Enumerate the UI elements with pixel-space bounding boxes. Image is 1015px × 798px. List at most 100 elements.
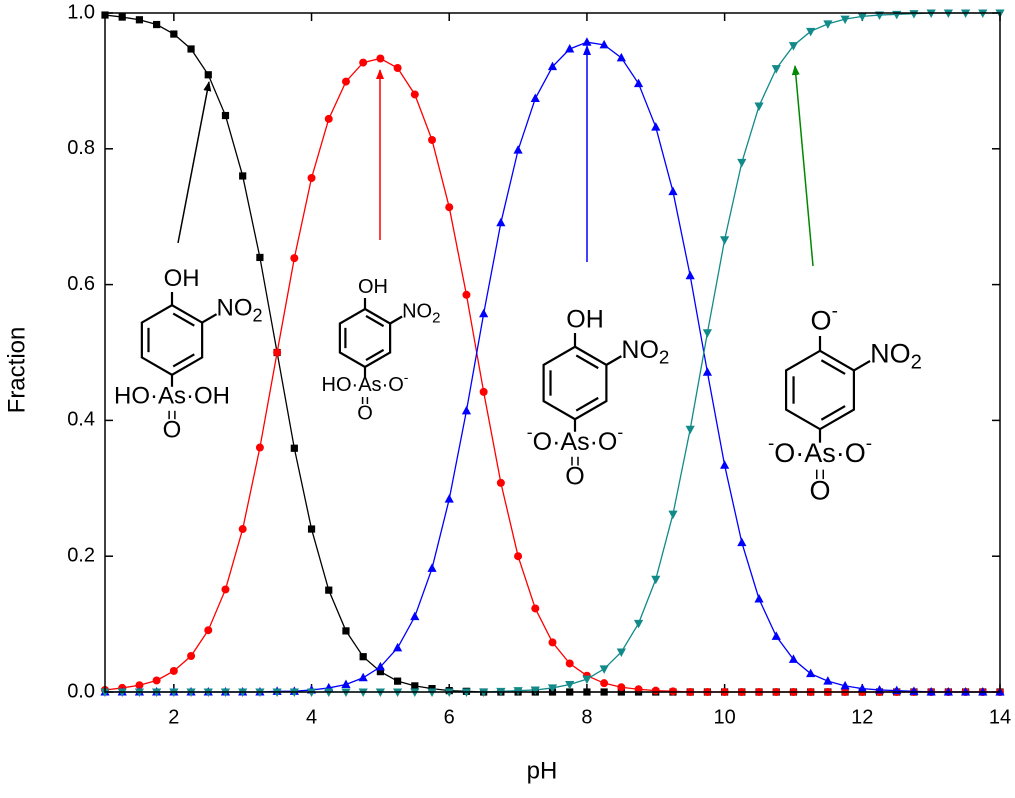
label: ·O: [382, 374, 404, 396]
marker: [547, 61, 558, 71]
double-bond: [365, 348, 385, 361]
marker: [221, 585, 230, 594]
x-tick-label: 10: [713, 706, 735, 728]
label: ·O: [590, 428, 618, 456]
marker: [513, 145, 523, 154]
marker: [600, 679, 609, 688]
label: NO2: [870, 339, 922, 374]
marker: [152, 676, 161, 685]
label: -: [617, 422, 623, 442]
label: ·O: [836, 438, 866, 468]
marker: [857, 683, 867, 693]
double-bond: [172, 353, 195, 368]
marker: [737, 158, 747, 168]
marker: [342, 627, 350, 635]
label: 2: [432, 309, 440, 326]
marker: [771, 631, 781, 640]
label: As: [804, 438, 836, 468]
marker: [771, 65, 781, 74]
x-tick-label: 14: [989, 706, 1011, 728]
label: ·OH: [186, 383, 230, 410]
double-bond: [172, 312, 195, 327]
marker: [616, 52, 626, 62]
marker: [840, 680, 850, 690]
arrow: [177, 81, 212, 244]
marker: [668, 186, 678, 196]
structure: O-NO2-O·As·O-O: [768, 301, 922, 506]
label: As: [358, 374, 381, 396]
double-bond: [820, 405, 846, 421]
marker: [496, 217, 506, 227]
marker: [823, 20, 833, 29]
marker: [599, 39, 609, 49]
double-bond: [820, 359, 846, 375]
marker: [375, 661, 385, 671]
label: -: [527, 422, 533, 442]
marker: [668, 510, 678, 520]
plot-frame: [104, 12, 1001, 693]
marker: [411, 682, 419, 690]
label: NO: [217, 295, 253, 322]
marker: [823, 676, 833, 685]
label: -: [768, 433, 774, 454]
ring: [784, 349, 856, 431]
marker: [359, 653, 367, 661]
label: OH: [358, 276, 388, 298]
y-tick-label: 0.8: [67, 137, 95, 159]
label: OH: [566, 305, 604, 333]
series-line: [104, 14, 1000, 693]
y-tick-label: 0.6: [67, 273, 95, 295]
marker: [582, 675, 592, 685]
x-tick-label: 4: [306, 706, 317, 728]
label: HO·As·OH: [114, 383, 230, 410]
label: O: [809, 476, 830, 506]
label: NO2: [621, 336, 669, 368]
ring: [338, 307, 392, 369]
marker: [341, 679, 351, 689]
x-axis-label: pH: [527, 757, 558, 784]
marker: [599, 665, 609, 674]
marker: [840, 15, 850, 25]
marker: [358, 672, 368, 682]
marker: [530, 686, 540, 695]
marker: [187, 652, 196, 661]
marker: [359, 58, 368, 67]
label: -: [866, 433, 872, 454]
label: O: [811, 306, 832, 336]
label: HO·: [322, 374, 359, 396]
label: NO2: [217, 295, 263, 326]
marker: [616, 648, 626, 657]
marker: [427, 563, 437, 572]
marker: [135, 681, 144, 690]
marker: [153, 20, 161, 29]
marker: [410, 90, 419, 99]
marker: [341, 77, 350, 86]
label: OH: [566, 305, 604, 333]
bond: [389, 315, 403, 325]
label: NO2: [402, 301, 440, 327]
label: OH: [164, 265, 200, 292]
marker: [496, 478, 505, 487]
label: O·: [774, 438, 804, 468]
marker: [565, 681, 575, 690]
marker: [393, 63, 402, 72]
label: 2: [253, 305, 263, 325]
marker: [290, 254, 299, 263]
marker: [788, 42, 799, 51]
marker: [290, 444, 298, 452]
marker: [531, 604, 540, 613]
marker: [238, 525, 247, 534]
marker: [720, 236, 730, 245]
ring: [542, 345, 608, 421]
y-axis-label: Fraction: [3, 327, 30, 414]
label: As: [158, 383, 186, 410]
series-line: [105, 12, 1000, 693]
marker: [702, 329, 713, 338]
label: 2: [911, 352, 922, 374]
marker: [204, 626, 213, 635]
marker: [445, 203, 454, 212]
marker: [307, 525, 316, 533]
marker: [187, 45, 195, 53]
